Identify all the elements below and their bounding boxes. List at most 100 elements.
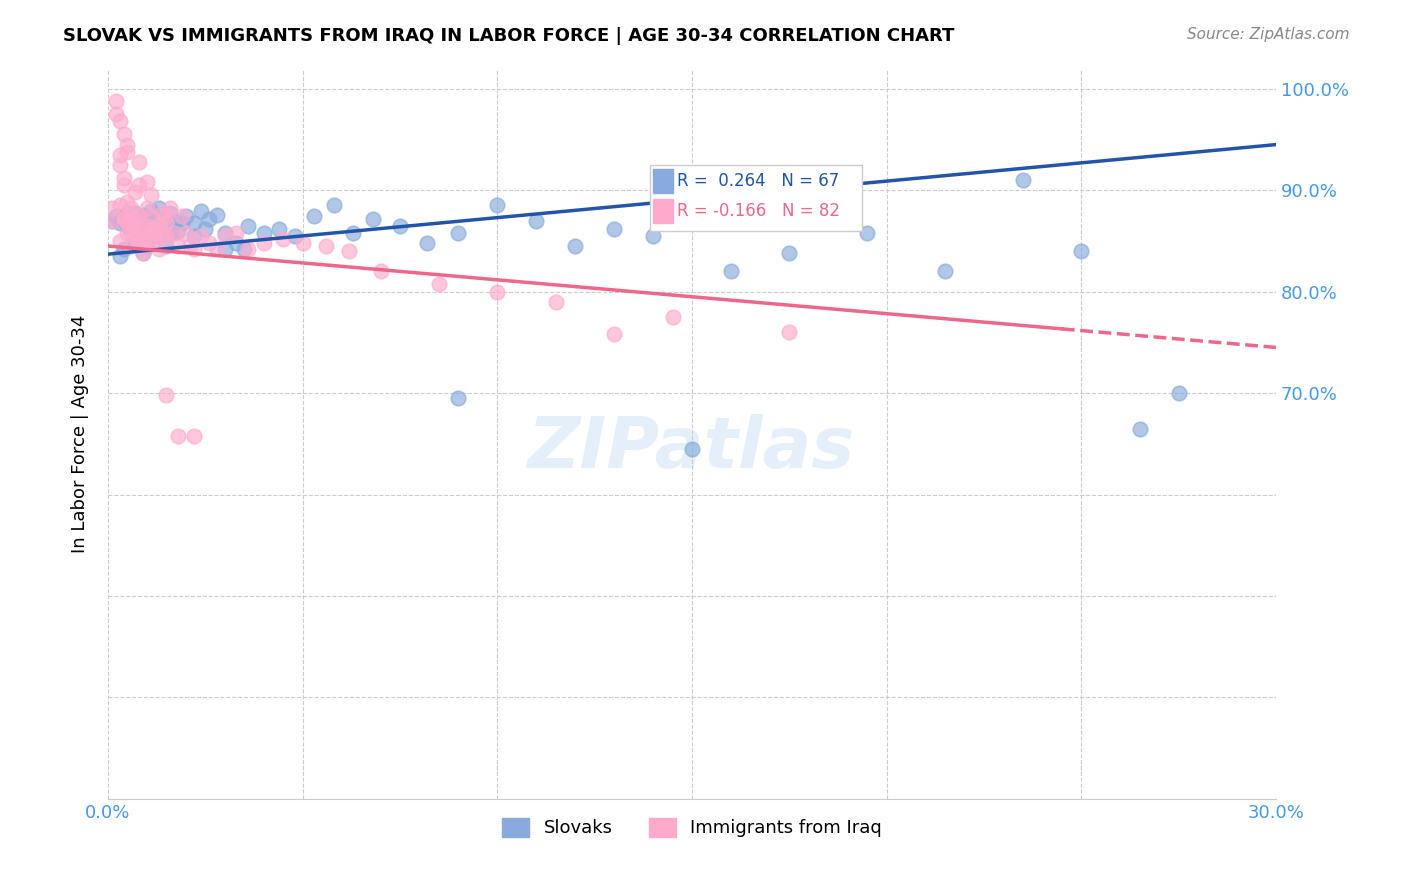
Point [1012,173,1035,187]
Point [148,228,170,243]
Point [253,235,276,250]
Point [120,239,142,253]
Point [132,208,155,222]
Point [174,226,197,240]
Point [1070,244,1092,259]
Point [155,388,177,402]
Point [139,226,162,240]
Point [174,209,197,223]
Point [104,94,127,108]
Point [117,145,139,159]
Point [128,232,150,246]
Point [112,128,135,142]
Point [291,235,314,250]
Point [117,195,139,210]
Point [486,285,509,299]
Point [856,226,879,240]
Point [236,219,259,233]
Point [720,264,742,278]
Point [112,171,135,186]
Point [124,228,146,243]
Point [120,216,142,230]
Point [163,226,186,240]
Point [1167,386,1189,401]
Point [167,428,190,442]
Point [778,246,800,260]
Point [194,221,217,235]
Point [124,235,146,250]
Point [120,202,142,216]
Point [183,216,205,230]
Point [447,391,470,405]
Point [603,327,626,342]
Point [269,221,291,235]
Point [148,242,170,256]
Point [124,211,146,226]
Point [322,198,344,212]
Point [225,226,247,240]
Point [681,442,703,456]
Point [132,246,155,260]
Point [128,178,150,193]
Point [214,226,236,240]
Point [315,239,337,253]
Point [117,216,139,230]
Point [361,211,384,226]
Point [214,228,236,243]
Point [135,175,157,189]
Point [112,178,135,193]
Legend: Slovaks, Immigrants from Iraq: Slovaks, Immigrants from Iraq [495,811,889,845]
Point [135,219,157,233]
Point [120,209,142,223]
Point [124,186,146,200]
Point [132,235,155,250]
Point [117,219,139,233]
Point [108,158,131,172]
Point [934,264,956,278]
Point [486,198,509,212]
Point [388,219,411,233]
Point [101,213,124,227]
Point [139,203,162,218]
Point [179,239,201,253]
Point [253,226,276,240]
Point [112,211,135,226]
Point [198,235,221,250]
Point [128,154,150,169]
Text: SLOVAK VS IMMIGRANTS FROM IRAQ IN LABOR FORCE | AGE 30-34 CORRELATION CHART: SLOVAK VS IMMIGRANTS FROM IRAQ IN LABOR … [63,27,955,45]
Point [447,226,470,240]
Point [112,242,135,256]
Point [120,213,142,227]
Point [155,209,177,223]
Point [342,226,364,240]
Point [416,235,439,250]
Point [108,114,131,128]
Point [124,205,146,219]
Point [139,221,162,235]
Point [139,211,162,226]
Point [128,221,150,235]
Point [120,226,142,240]
Point [117,205,139,219]
Point [564,239,586,253]
Point [101,213,124,227]
Point [603,221,626,235]
Point [152,228,174,243]
Point [148,202,170,216]
Point [233,242,256,256]
Point [370,264,392,278]
Point [143,211,166,226]
Point [1129,421,1152,435]
Point [661,310,683,324]
Point [108,216,131,230]
Point [139,188,162,202]
Point [159,202,181,216]
Text: R =  0.264   N = 67: R = 0.264 N = 67 [678,172,839,190]
Point [284,228,307,243]
Point [135,232,157,246]
Point [135,228,157,243]
Point [271,232,294,246]
Point [108,147,131,161]
Point [108,249,131,263]
Point [170,216,193,230]
